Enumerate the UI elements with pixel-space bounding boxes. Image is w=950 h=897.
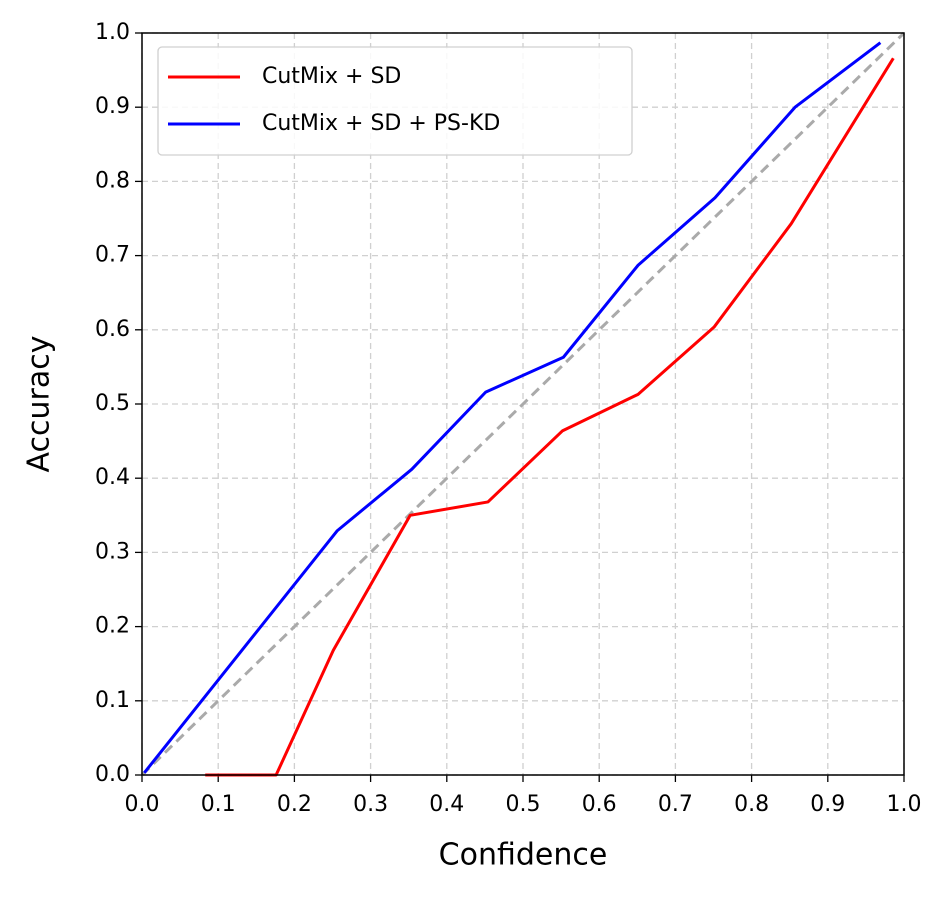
y-tick-label: 1.0 <box>95 20 130 45</box>
x-tick-label: 0.8 <box>734 792 769 817</box>
line-series <box>140 31 906 777</box>
x-tick-label: 0.0 <box>125 792 160 817</box>
y-axis-label: Accuracy <box>22 336 57 473</box>
y-tick-label: 0.4 <box>95 465 130 490</box>
legend-box <box>157 46 633 156</box>
x-tick-label: 0.1 <box>201 792 236 817</box>
x-tick-label: 0.9 <box>810 792 845 817</box>
y-tick-label: 0.2 <box>95 614 130 639</box>
x-tick-label: 1.0 <box>887 792 922 817</box>
x-tick-label: 0.6 <box>582 792 617 817</box>
y-tick-label: 0.9 <box>95 94 130 119</box>
x-tick-label: 0.2 <box>277 792 312 817</box>
y-tick-label: 0.7 <box>95 243 130 268</box>
line-series <box>143 41 882 774</box>
y-tick-label: 0.8 <box>95 168 130 193</box>
x-tick-label: 0.3 <box>353 792 388 817</box>
x-axis-label: Confidence <box>439 838 608 873</box>
x-tick-label: 0.5 <box>506 792 541 817</box>
legend-label: CutMix + SD + PS-KD <box>262 111 500 136</box>
y-tick-label: 0.0 <box>95 762 130 787</box>
plot-frame <box>141 32 905 776</box>
x-tick-label: 0.4 <box>429 792 464 817</box>
line-series <box>205 57 895 777</box>
y-tick-label: 0.3 <box>95 539 130 564</box>
x-tick-label: 0.7 <box>658 792 693 817</box>
y-tick-label: 0.6 <box>95 317 130 342</box>
legend-label: CutMix + SD <box>262 64 401 89</box>
y-tick-label: 0.5 <box>95 391 130 416</box>
y-tick-label: 0.1 <box>95 688 130 713</box>
